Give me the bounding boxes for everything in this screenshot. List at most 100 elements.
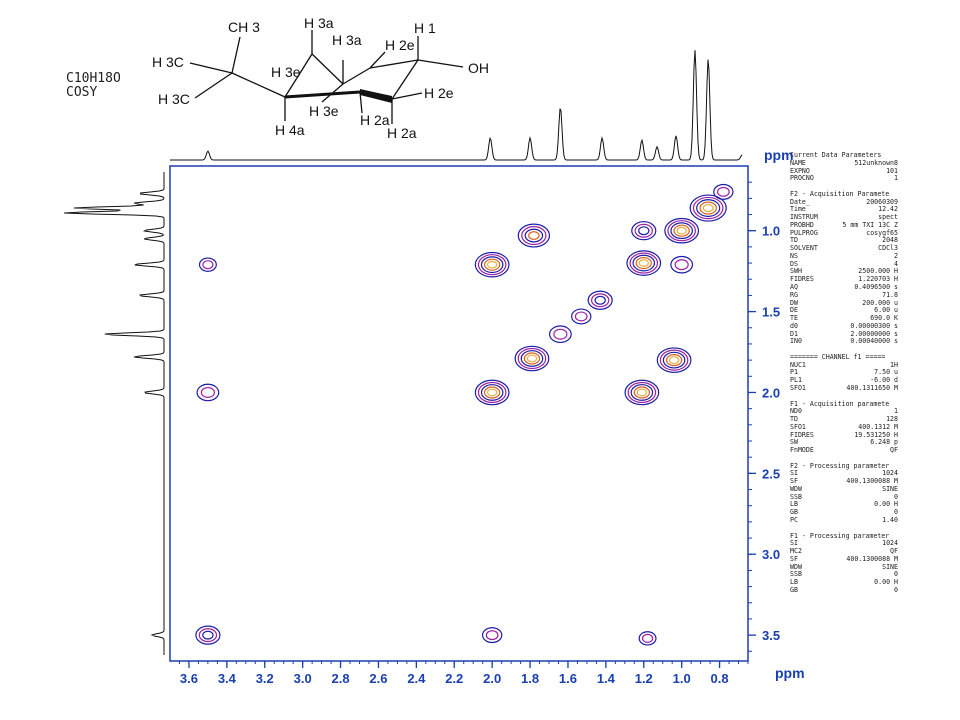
parameter-value: 2500.000 H <box>858 267 898 276</box>
contour-ring <box>633 386 651 399</box>
contour-ring <box>668 356 680 365</box>
parameter-row: SWH 2500.000 H <box>790 268 898 276</box>
parameter-value: 1024 <box>882 539 898 548</box>
parameter-value: 400.1300088 M <box>846 554 898 563</box>
x-tick-label: 3.0 <box>294 671 312 686</box>
contour-ring <box>665 354 683 367</box>
parameter-key: ======= CHANNEL f1 ===== <box>790 352 886 361</box>
parameter-value: 512unknown8 <box>854 158 898 167</box>
parameter-key: FIDRES <box>790 430 814 439</box>
contour-ring <box>520 350 544 367</box>
parameter-value: 6.248 p <box>870 438 898 447</box>
x-tick-label: 1.0 <box>673 671 691 686</box>
x-tick-label: 1.4 <box>597 671 616 686</box>
parameter-key: WDW <box>790 562 802 571</box>
parameter-key: GB <box>790 585 798 592</box>
parameter-key: ND0 <box>790 407 802 416</box>
parameter-key: SI <box>790 469 798 478</box>
parameter-key: SWH <box>790 267 802 276</box>
parameter-key: SOLVENT <box>790 244 818 253</box>
x-tick-label: 2.4 <box>407 671 426 686</box>
parameter-row: SI 1024 <box>790 539 898 548</box>
parameter-key: PC <box>790 515 798 524</box>
x-tick-label: 1.6 <box>559 671 577 686</box>
parameter-row: FIDRES 1.220703 H <box>790 275 898 284</box>
parameter-row: ======= CHANNEL f1 ===== <box>790 352 898 362</box>
contour-ring <box>638 226 650 236</box>
contour-ring <box>474 251 510 278</box>
x-tick-label: 0.8 <box>711 671 729 686</box>
parameter-row: Current Data Parameters <box>790 152 898 160</box>
parameter-row: LB 0.00 H <box>790 501 898 509</box>
parameter-key: F1 - Processing parameter <box>790 531 890 540</box>
parameter-row: NAME 512unknown8 <box>790 158 898 168</box>
contour-ring <box>480 384 504 401</box>
parameter-row: Time 12.42 <box>790 206 898 214</box>
contour-ring <box>553 328 568 340</box>
parameter-row: FnMODE QF <box>790 446 898 455</box>
parameter-key: NS <box>790 251 798 260</box>
parameter-key: GB <box>790 508 798 517</box>
parameter-key: RG <box>790 290 798 299</box>
parameter-value: 0 <box>894 585 898 592</box>
parameter-value: 0 <box>894 492 898 501</box>
parameter-value: 7.50 u <box>874 368 898 377</box>
cross-peak <box>481 627 503 644</box>
parameter-value: 0.00 H <box>874 500 898 509</box>
contour-ring <box>673 224 690 237</box>
parameter-row: GB 0 <box>790 508 898 517</box>
parameter-key: MC2 <box>790 547 802 556</box>
contour-ring <box>198 628 218 643</box>
y-axis-unit: ppm <box>764 147 794 163</box>
parameter-key: PROCNO <box>790 174 814 183</box>
parameter-value: -6.00 d <box>870 376 898 385</box>
parameter-key: TD <box>790 236 798 245</box>
parameter-row: P1 7.50 u <box>790 369 898 377</box>
contour-ring <box>702 203 714 213</box>
parameter-value: 2048 <box>882 236 898 245</box>
parameter-value: 12.42 <box>878 205 898 214</box>
parameter-key: SI <box>790 539 798 548</box>
parameter-key: F2 - Processing parameter <box>790 461 890 470</box>
contour-ring <box>716 186 730 197</box>
contour-ring <box>594 295 606 305</box>
contour-ring <box>696 199 721 217</box>
parameter-row: PC 1.40 <box>790 515 898 525</box>
parameter-key: F1 - Acquisition paramete <box>790 399 890 408</box>
parameter-row: INSTRUM spect <box>790 213 898 222</box>
parameter-key: WDW <box>790 484 802 493</box>
parameter-value: 1.40 <box>882 515 898 524</box>
contour-ring <box>483 386 501 399</box>
diagonal-peak <box>626 250 662 276</box>
parameter-value: 1024 <box>882 469 898 478</box>
contour-ring <box>667 220 696 242</box>
cross-peak <box>638 631 657 646</box>
contour-ring <box>574 311 588 322</box>
contour-ring <box>202 260 214 270</box>
contour-ring <box>674 259 689 271</box>
parameter-row: EXPNO 101 <box>790 167 898 176</box>
parameter-key: TD <box>790 415 798 424</box>
parameter-row: SF 400.1300088 M <box>790 477 898 486</box>
parameter-key: Date_ <box>790 197 810 206</box>
contour-ring <box>524 228 544 243</box>
parameter-key: SW <box>790 438 798 447</box>
parameter-row: SSB 0 <box>790 571 898 579</box>
y-tick-label: 2.5 <box>762 466 780 481</box>
parameter-value: 5 mm TXI 13C Z <box>842 220 898 229</box>
parameter-key: TE <box>790 314 798 323</box>
contour-ring <box>483 258 501 271</box>
contour-ring <box>523 352 541 365</box>
contour-ring <box>202 630 214 640</box>
parameter-value: 1H <box>890 360 898 369</box>
parameter-row: PULPROG cosygf65 <box>790 229 898 238</box>
parameter-key: D1 <box>790 329 798 338</box>
contour-ring <box>699 201 718 215</box>
x-tick-label: 2.6 <box>369 671 387 686</box>
parameter-row: DE 6.00 u <box>790 307 898 315</box>
contour-ring <box>477 381 507 404</box>
parameter-value: SINE <box>882 484 898 493</box>
parameter-row: WDW SINE <box>790 484 898 494</box>
parameter-value: 690.0 K <box>870 314 898 323</box>
parameter-row: SFO1 400.1311650 M <box>790 384 898 393</box>
